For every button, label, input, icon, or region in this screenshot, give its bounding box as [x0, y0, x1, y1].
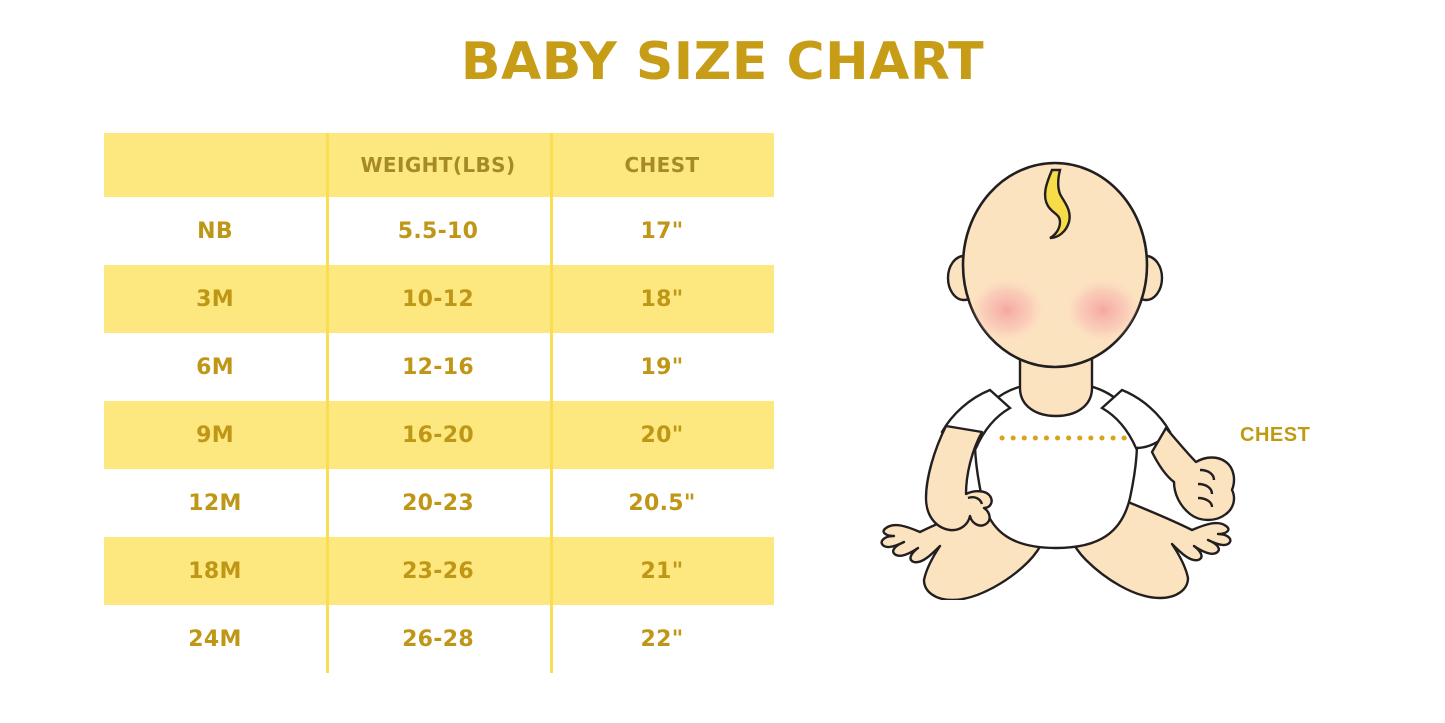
cell-chest: 18": [640, 286, 684, 312]
column-divider-1: [326, 133, 329, 673]
page-title: BABY SIZE CHART: [460, 32, 985, 92]
cell-chest: 22": [640, 626, 684, 652]
cell-weight: 20-23: [402, 490, 474, 516]
cell-size: 12M: [188, 490, 242, 516]
cell-weight: 16-20: [402, 422, 474, 448]
table-row: 12M 20-23 20.5": [104, 469, 774, 537]
baby-blush: [967, 276, 1143, 344]
table-row: 9M 16-20 20": [104, 401, 774, 469]
header-weight: WEIGHT(LBS): [360, 153, 516, 177]
cell-size: 3M: [196, 286, 234, 312]
cell-size: 24M: [188, 626, 242, 652]
baby-onesie: [940, 380, 1172, 550]
cell-size: NB: [197, 218, 233, 244]
table-row: 6M 12-16 19": [104, 333, 774, 401]
cell-weight: 26-28: [402, 626, 474, 652]
column-divider-2: [550, 133, 553, 673]
chest-label: CHEST: [1240, 424, 1311, 446]
hair-curl-icon: [1043, 168, 1071, 240]
size-table: WEIGHT(LBS) CHEST NB 5.5-10 17" 3M 10-12…: [104, 133, 774, 673]
cell-chest: 20": [640, 422, 684, 448]
cell-weight: 5.5-10: [397, 218, 479, 244]
cell-chest: 21": [640, 558, 684, 584]
baby-arms: [924, 424, 1236, 532]
cell-weight: 10-12: [402, 286, 474, 312]
cell-chest: 20.5": [628, 490, 696, 516]
table-row: 3M 10-12 18": [104, 265, 774, 333]
cell-weight: 12-16: [402, 354, 474, 380]
cell-size: 9M: [196, 422, 234, 448]
table-header-row: WEIGHT(LBS) CHEST: [104, 133, 774, 197]
cell-size: 18M: [188, 558, 242, 584]
cell-size: 6M: [196, 354, 234, 380]
baby-illustration: [880, 161, 1236, 600]
cell-chest: 17": [640, 218, 684, 244]
cell-chest: 19": [640, 354, 684, 380]
table-row: NB 5.5-10 17": [104, 197, 774, 265]
table-row: 24M 26-28 22": [104, 605, 774, 673]
cell-weight: 23-26: [402, 558, 474, 584]
table-row: 18M 23-26 21": [104, 537, 774, 605]
header-chest: CHEST: [624, 153, 700, 177]
